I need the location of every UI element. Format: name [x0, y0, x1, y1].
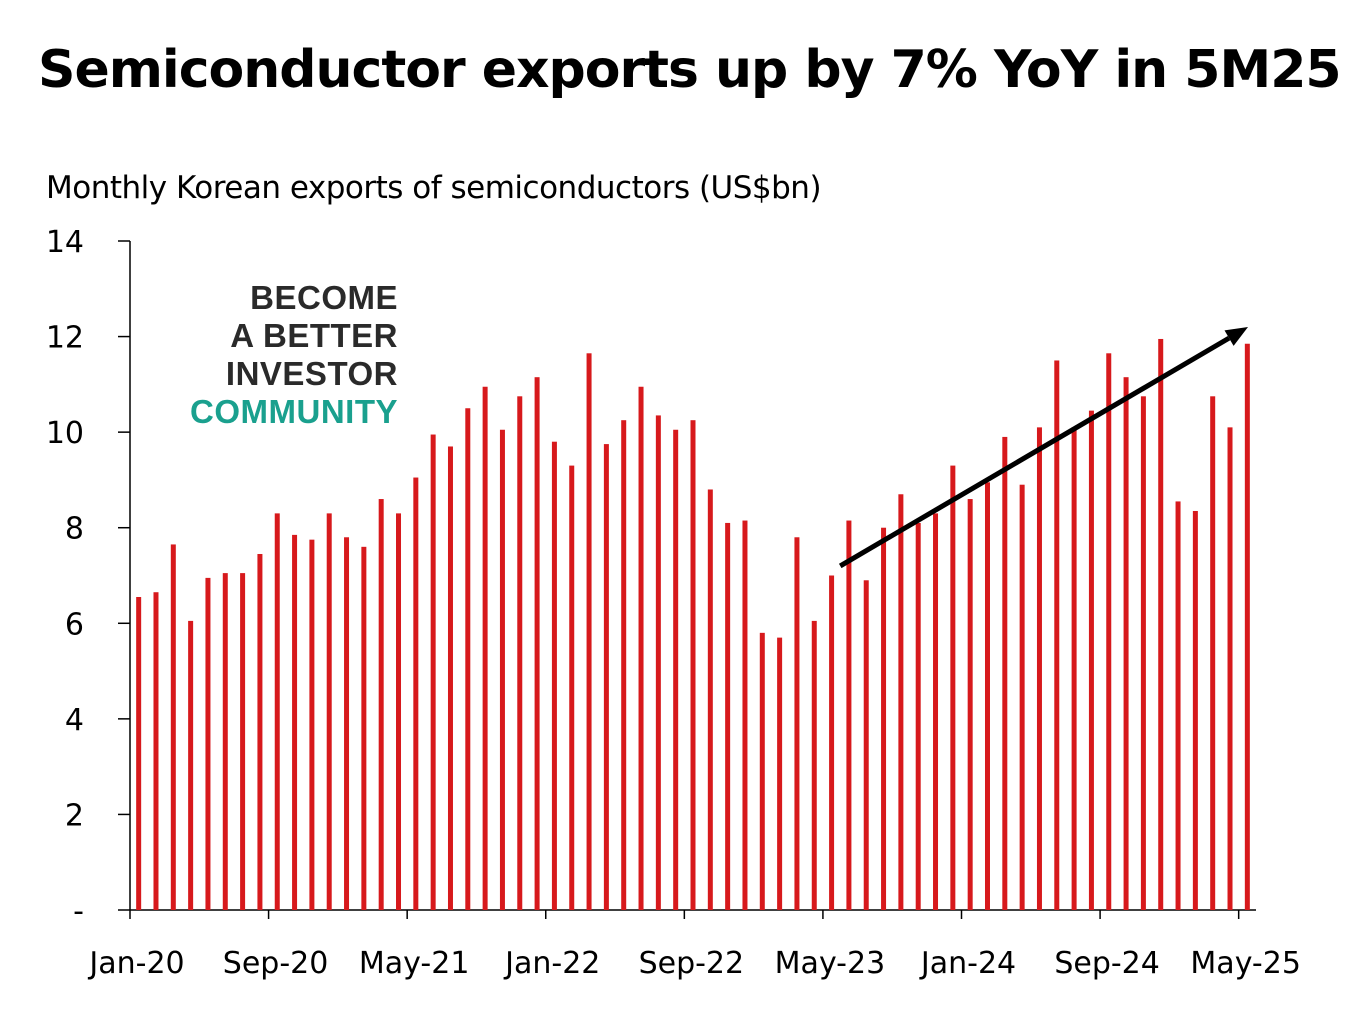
bar-Apr-25	[1227, 427, 1233, 910]
x-tick-label: May-23	[775, 946, 886, 981]
bar-Feb-23	[777, 637, 783, 910]
bar-Jan-25	[1175, 501, 1181, 910]
bar-Jun-24	[1054, 360, 1060, 910]
y-tick-label: -	[73, 894, 84, 929]
x-tick-label: Jan-22	[503, 946, 600, 981]
bar-Mar-22	[586, 353, 592, 911]
bar-Apr-24	[1019, 484, 1025, 910]
trend-arrow-shaft	[838, 335, 1231, 569]
watermark-line-2: A BETTER	[230, 317, 398, 354]
bar-May-21	[413, 477, 419, 910]
trend-arrow	[838, 327, 1248, 569]
bar-Sep-23	[898, 494, 904, 910]
bar-Feb-24	[984, 482, 990, 910]
bar-May-24	[1036, 427, 1042, 910]
y-axis: - 2 4 6 8 10 12 14	[46, 225, 131, 929]
bar-Dec-21	[534, 377, 540, 910]
bar-May-20	[205, 577, 211, 910]
watermark-line-4: COMMUNITY	[190, 393, 398, 430]
bar-Aug-22	[673, 429, 679, 910]
bar-Nov-23	[933, 513, 939, 910]
bar-Dec-20	[326, 513, 332, 910]
bar-Apr-22	[603, 444, 609, 910]
y-tick-label: 2	[65, 798, 84, 833]
bar-Aug-23	[881, 527, 887, 910]
bar-Jan-23	[759, 632, 765, 910]
y-tick-label: 10	[46, 416, 84, 451]
watermark-line-3: INVESTOR	[225, 355, 398, 392]
bar-Feb-22	[569, 465, 575, 910]
bar-Jul-24	[1071, 427, 1077, 910]
bar-Jun-20	[222, 573, 228, 910]
bar-Nov-22	[725, 522, 731, 910]
bar-Apr-23	[811, 620, 817, 910]
y-tick-label: 8	[65, 512, 84, 547]
x-tick-label: May-25	[1190, 946, 1301, 981]
chart-title: Semiconductor exports up by 7% YoY in 5M…	[38, 40, 1342, 100]
bar-Jul-23	[863, 580, 869, 910]
bar-Dec-24	[1158, 338, 1164, 911]
x-tick-label: Jan-24	[919, 946, 1016, 981]
bar-Oct-22	[707, 489, 713, 910]
bar-Jul-21	[447, 446, 453, 910]
bar-Jan-24	[967, 499, 973, 910]
bar-Jan-21	[344, 537, 350, 910]
bar-Sep-21	[482, 386, 488, 910]
bar-Sep-22	[690, 420, 696, 910]
bar-Jul-22	[655, 415, 661, 910]
bar-Jun-22	[638, 386, 644, 910]
watermark-line-1: BECOME	[250, 279, 398, 316]
bar-Mar-25	[1210, 396, 1216, 910]
x-tick-label: Sep-20	[223, 946, 329, 981]
bar-Aug-21	[465, 408, 471, 910]
y-tick-label: 4	[65, 703, 84, 738]
bar-Oct-20	[292, 534, 298, 910]
bar-Apr-20	[188, 620, 194, 910]
bar-Jun-23	[846, 520, 852, 910]
bar-series	[136, 338, 1250, 911]
bar-Mar-23	[794, 537, 800, 910]
x-axis: Jan-20 Sep-20 May-21 Jan-22 Sep-22 May-23 Jan-…	[87, 909, 1301, 981]
trend-arrow-head	[1224, 327, 1248, 346]
bar-Nov-21	[517, 396, 523, 910]
bar-May-23	[829, 575, 835, 910]
bar-May-25	[1244, 343, 1250, 911]
bar-Oct-21	[499, 429, 505, 910]
bar-Mar-21	[378, 499, 384, 910]
y-tick-label: 14	[46, 225, 84, 260]
bar-Dec-22	[742, 520, 748, 910]
bar-Apr-21	[396, 513, 402, 910]
bar-Jun-21	[430, 434, 436, 910]
bar-Mar-20	[170, 544, 176, 910]
bar-Nov-24	[1140, 396, 1146, 910]
bar-Oct-23	[915, 522, 921, 910]
bar-Dec-23	[950, 465, 956, 910]
bar-Jul-20	[240, 573, 246, 910]
chart-subtitle: Monthly Korean exports of semiconductors…	[46, 170, 822, 206]
bar-Feb-20	[153, 592, 159, 910]
x-tick-label: Jan-20	[87, 946, 184, 981]
watermark-logo: BECOME A BETTER INVESTOR COMMUNITY	[120, 279, 398, 431]
bar-Nov-20	[309, 539, 315, 910]
bar-Sep-20	[274, 513, 280, 910]
bar-Jan-20	[136, 597, 142, 910]
x-tick-label: Sep-22	[639, 946, 745, 981]
y-tick-label: 6	[65, 607, 84, 642]
bar-May-22	[621, 420, 627, 910]
bar-Feb-25	[1192, 510, 1198, 910]
bar-Jan-22	[551, 441, 557, 910]
x-tick-label: Sep-24	[1054, 946, 1160, 981]
bar-Aug-24	[1088, 410, 1094, 910]
x-tick-label: May-21	[359, 946, 470, 981]
bar-Sep-24	[1106, 353, 1112, 911]
bar-Feb-21	[361, 546, 367, 910]
bar-Oct-24	[1123, 377, 1129, 910]
bar-Mar-24	[1002, 436, 1008, 910]
y-tick-label: 12	[46, 321, 84, 356]
bar-Aug-20	[257, 553, 263, 910]
